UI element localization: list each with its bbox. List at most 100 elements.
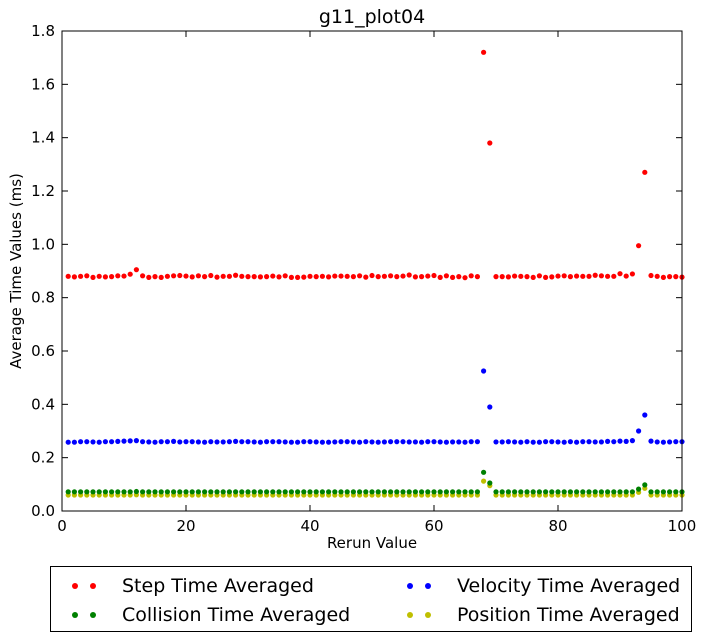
point-collision <box>251 489 257 495</box>
point-collision <box>567 489 574 495</box>
point-step <box>164 273 170 279</box>
point-velocity <box>133 438 139 444</box>
point-step <box>220 273 226 279</box>
point-collision <box>226 489 232 495</box>
legend-label-velocity: Velocity Time Averaged <box>457 575 681 597</box>
legend-item-step: Step Time Averaged <box>62 572 314 600</box>
point-step <box>326 274 332 280</box>
point-velocity <box>102 439 108 445</box>
point-step <box>654 273 660 279</box>
x-tick-label: 0 <box>57 517 67 535</box>
legend-label-collision: Collision Time Averaged <box>122 604 351 626</box>
point-velocity <box>189 439 195 445</box>
y-tick-label: 0.0 <box>31 502 55 520</box>
point-velocity <box>629 438 636 444</box>
x-tick-label: 100 <box>668 517 697 535</box>
point-velocity <box>264 439 270 445</box>
point-collision <box>233 489 239 495</box>
chart-legend: Step Time Averaged Velocity Time Average… <box>50 566 692 632</box>
point-velocity <box>239 439 245 445</box>
point-collision <box>183 489 189 495</box>
axis-ticks: 0 20 40 60 80 100 0.0 0.2 0.4 0.6 0.8 1.0 1.2 1.4 1.6 1… <box>31 22 696 535</box>
point-velocity <box>357 439 363 445</box>
point-velocity <box>121 438 127 444</box>
point-step <box>282 273 288 279</box>
point-velocity <box>171 438 177 444</box>
legend-label-step: Step Time Averaged <box>122 575 314 597</box>
point-collision <box>295 489 301 495</box>
point-collision <box>667 489 673 495</box>
point-velocity <box>270 439 276 445</box>
point-collision <box>195 489 201 495</box>
point-step <box>350 274 356 280</box>
point-collision <box>629 489 636 495</box>
point-velocity <box>226 439 232 445</box>
point-collision <box>443 489 449 495</box>
point-step <box>474 274 480 280</box>
point-step <box>301 274 307 280</box>
point-collision <box>189 489 195 495</box>
point-step <box>71 274 77 280</box>
point-step <box>574 273 580 279</box>
point-collision <box>288 489 294 495</box>
point-velocity <box>611 439 617 445</box>
point-step <box>251 274 257 280</box>
point-collision <box>102 489 108 495</box>
point-velocity <box>667 439 673 445</box>
point-step <box>214 274 220 280</box>
point-collision <box>518 489 524 495</box>
point-velocity <box>276 439 282 445</box>
point-velocity <box>431 439 437 445</box>
legend-label-position: Position Time Averaged <box>457 604 680 626</box>
point-step <box>648 272 654 279</box>
point-step <box>363 274 369 280</box>
point-velocity <box>313 439 319 445</box>
point-step <box>493 274 499 280</box>
point-collision <box>220 489 226 495</box>
x-tick-label: 20 <box>176 517 195 535</box>
point-velocity <box>202 439 208 445</box>
point-velocity <box>214 439 220 445</box>
point-velocity <box>288 439 294 445</box>
point-step <box>357 273 363 279</box>
point-collision <box>511 489 518 495</box>
point-collision <box>133 488 139 495</box>
point-collision <box>326 489 332 495</box>
point-velocity <box>96 439 102 445</box>
point-step <box>524 274 530 280</box>
point-step <box>673 274 679 280</box>
point-step <box>636 243 642 249</box>
point-collision <box>338 489 344 495</box>
point-collision <box>419 489 425 495</box>
point-step <box>195 273 201 279</box>
point-velocity <box>394 439 400 445</box>
point-collision <box>375 489 381 495</box>
point-collision <box>127 489 133 495</box>
data-points <box>65 49 685 498</box>
point-collision <box>673 489 679 495</box>
point-collision <box>450 489 456 495</box>
point-velocity <box>326 439 332 445</box>
point-step <box>450 274 456 280</box>
y-tick-label: 1.4 <box>31 129 55 147</box>
point-collision <box>586 489 592 495</box>
point-step <box>388 273 394 279</box>
point-step <box>319 273 325 279</box>
point-step <box>288 274 294 280</box>
point-step <box>549 274 555 280</box>
point-step <box>295 274 301 280</box>
point-velocity <box>350 439 356 445</box>
point-velocity <box>251 439 257 445</box>
point-collision <box>350 489 356 495</box>
point-step <box>133 267 139 273</box>
point-velocity <box>524 439 530 445</box>
point-step <box>102 274 108 280</box>
point-velocity <box>90 439 96 445</box>
point-step <box>629 271 636 277</box>
point-velocity <box>493 439 499 445</box>
point-velocity <box>412 439 418 445</box>
point-step <box>400 273 406 279</box>
point-velocity <box>400 439 406 445</box>
point-velocity <box>437 439 443 445</box>
point-step <box>561 273 567 279</box>
